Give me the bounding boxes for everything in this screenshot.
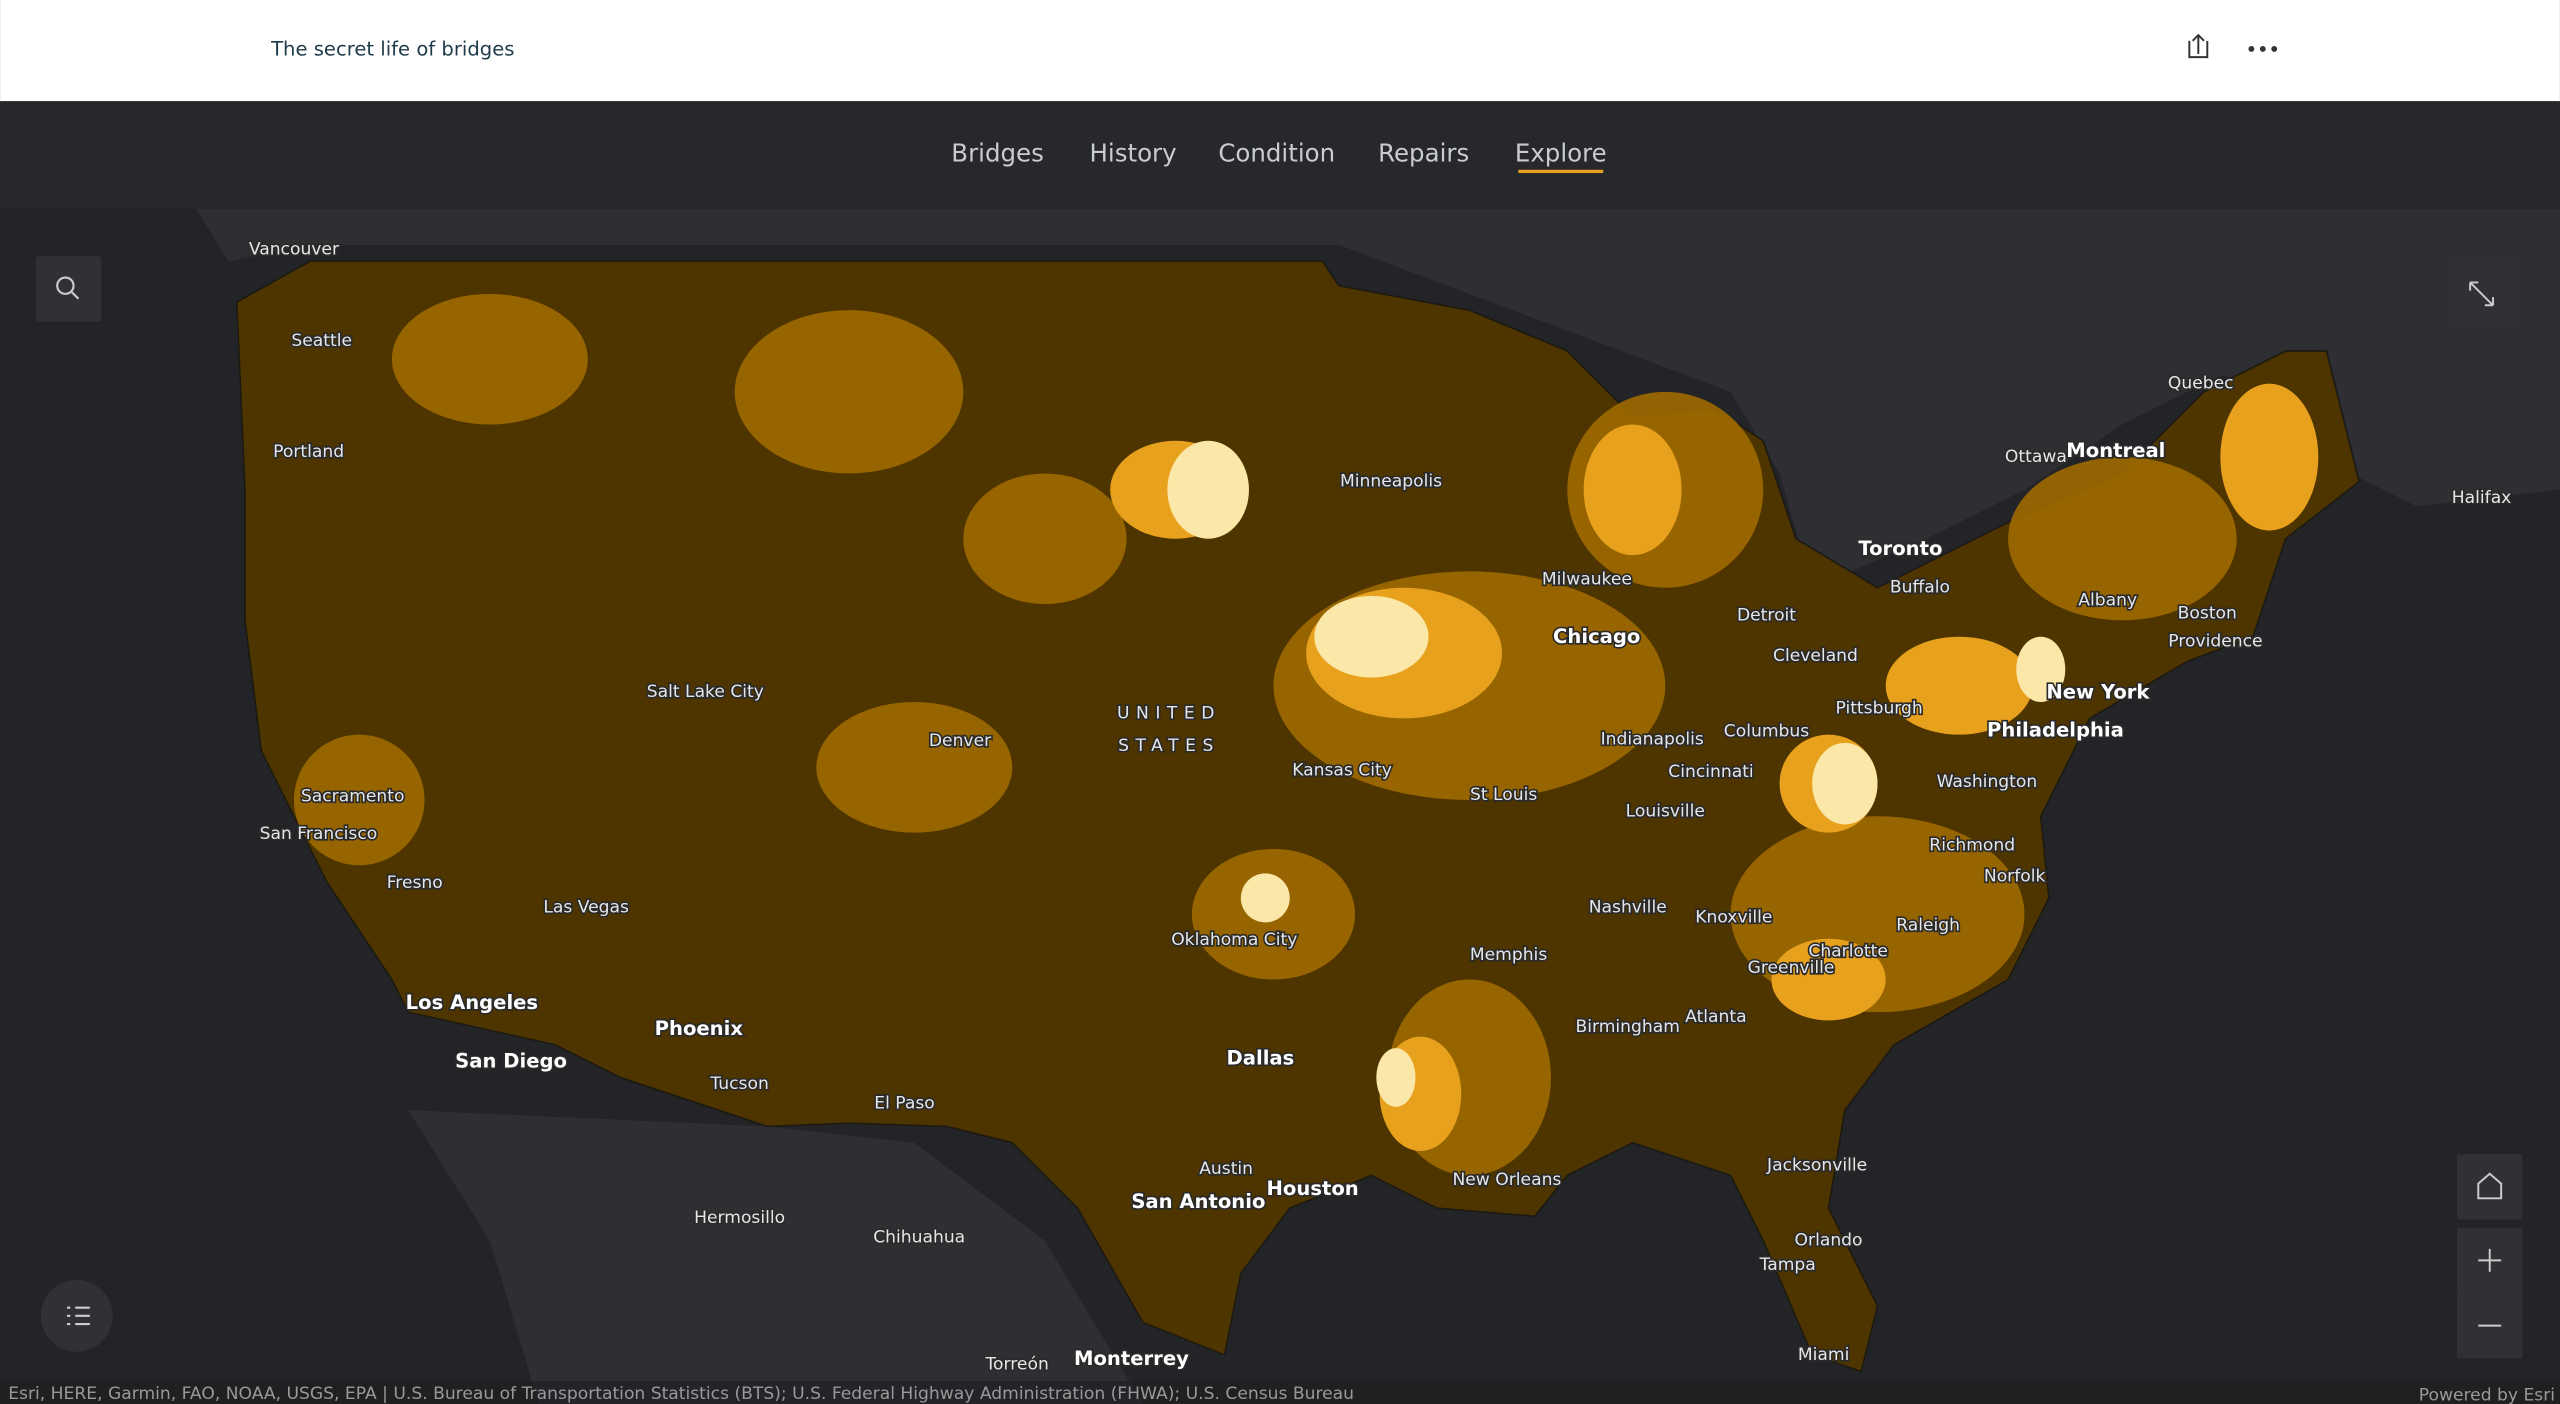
place-label: Miami <box>1798 1345 1849 1365</box>
place-label: Chicago <box>1553 625 1640 648</box>
place-label: Houston <box>1267 1177 1359 1200</box>
place-label: Ottawa <box>2005 447 2067 467</box>
place-label: Knoxville <box>1695 907 1772 927</box>
place-label: Milwaukee <box>1542 569 1632 589</box>
more-button[interactable] <box>2248 46 2278 52</box>
home-button[interactable] <box>2457 1154 2523 1220</box>
place-label: Albany <box>2078 591 2137 611</box>
zoom-in-button[interactable] <box>2457 1227 2523 1293</box>
zoom-out-button[interactable] <box>2457 1292 2523 1359</box>
share-button[interactable] <box>2188 33 2209 59</box>
place-label: Denver <box>929 731 992 751</box>
place-label: Tucson <box>709 1074 768 1094</box>
attribution-bar <box>0 1381 2560 1404</box>
place-label: Louisville <box>1626 801 1705 821</box>
place-label: Boston <box>2178 604 2237 624</box>
place-label: Pittsburgh <box>1836 698 1923 718</box>
place-label: Hermosillo <box>694 1208 785 1228</box>
place-label: St Louis <box>1470 785 1537 805</box>
nav-tab[interactable]: Condition <box>1218 139 1335 168</box>
place-label: Providence <box>2168 631 2262 651</box>
place-label: New York <box>2046 681 2150 704</box>
search-button[interactable] <box>35 256 102 322</box>
place-label: New Orleans <box>1452 1170 1561 1190</box>
story-title: The secret life of bridges <box>270 38 514 61</box>
place-label: Salt Lake City <box>647 682 764 702</box>
place-label: Dallas <box>1227 1046 1295 1069</box>
country-label: UNITED <box>1117 703 1221 723</box>
place-label: Quebec <box>2168 374 2234 394</box>
place-label: Washington <box>1937 772 2038 792</box>
fullscreen-button[interactable] <box>2448 261 2515 327</box>
place-label: Greenville <box>1748 958 1835 978</box>
place-label: Norfolk <box>1984 867 2046 887</box>
attribution: Esri, HERE, Garmin, FAO, NOAA, USGS, EPA… <box>8 1384 1354 1404</box>
legend-button[interactable] <box>40 1279 113 1352</box>
place-label: Minneapolis <box>1340 472 1442 492</box>
nav-tab[interactable]: Explore <box>1515 139 1607 168</box>
place-label: Cincinnati <box>1668 762 1753 782</box>
place-label: Chihuahua <box>873 1227 965 1247</box>
place-label: Detroit <box>1737 605 1796 625</box>
nav-tab[interactable]: Repairs <box>1378 139 1469 168</box>
place-label: Buffalo <box>1890 578 1950 598</box>
place-label: Fresno <box>387 873 443 893</box>
place-label: Raleigh <box>1896 916 1960 936</box>
place-label: San Diego <box>455 1050 567 1073</box>
place-label: Seattle <box>291 331 352 351</box>
place-label: Richmond <box>1929 836 2015 856</box>
place-label: El Paso <box>874 1094 934 1114</box>
map <box>0 208 2560 1404</box>
place-label: Orlando <box>1795 1231 1863 1251</box>
place-label: Charlotte <box>1808 942 1888 962</box>
place-label: Memphis <box>1470 945 1547 965</box>
place-label: Oklahoma City <box>1171 930 1297 950</box>
place-label: Montreal <box>2066 439 2165 462</box>
place-label: Monterrey <box>1074 1347 1189 1370</box>
place-label: Sacramento <box>301 787 405 807</box>
place-label: Birmingham <box>1576 1017 1680 1037</box>
nav-tab[interactable]: History <box>1090 139 1177 168</box>
nav-bar <box>0 101 2560 209</box>
place-label: Los Angeles <box>406 991 538 1014</box>
nav-tab[interactable]: Bridges <box>951 139 1044 168</box>
place-label: Nashville <box>1589 898 1667 918</box>
place-label: San Francisco <box>260 824 378 844</box>
place-label: Jacksonville <box>1766 1156 1867 1176</box>
place-label: Vancouver <box>249 240 340 260</box>
place-label: San Antonio <box>1131 1190 1265 1213</box>
place-label: Portland <box>273 442 344 462</box>
header-bar <box>0 0 2560 102</box>
place-label: Atlanta <box>1685 1007 1746 1027</box>
place-label: Tampa <box>1759 1255 1816 1275</box>
place-label: Philadelphia <box>1987 718 2124 741</box>
powered-by: Powered by Esri <box>2419 1386 2555 1404</box>
place-label: Toronto <box>1858 537 1942 560</box>
place-label: Halifax <box>2452 488 2512 508</box>
place-label: Columbus <box>1724 721 1809 741</box>
place-label: Kansas City <box>1292 760 1392 780</box>
place-label: Indianapolis <box>1601 729 1704 749</box>
country-label: STATES <box>1118 736 1220 756</box>
place-label: Austin <box>1199 1159 1253 1179</box>
place-label: Cleveland <box>1773 646 1858 666</box>
place-label: Las Vegas <box>543 898 629 918</box>
active-tab-underline <box>1518 169 1604 174</box>
place-label: Phoenix <box>655 1017 744 1040</box>
place-label: Torreón <box>985 1355 1049 1375</box>
